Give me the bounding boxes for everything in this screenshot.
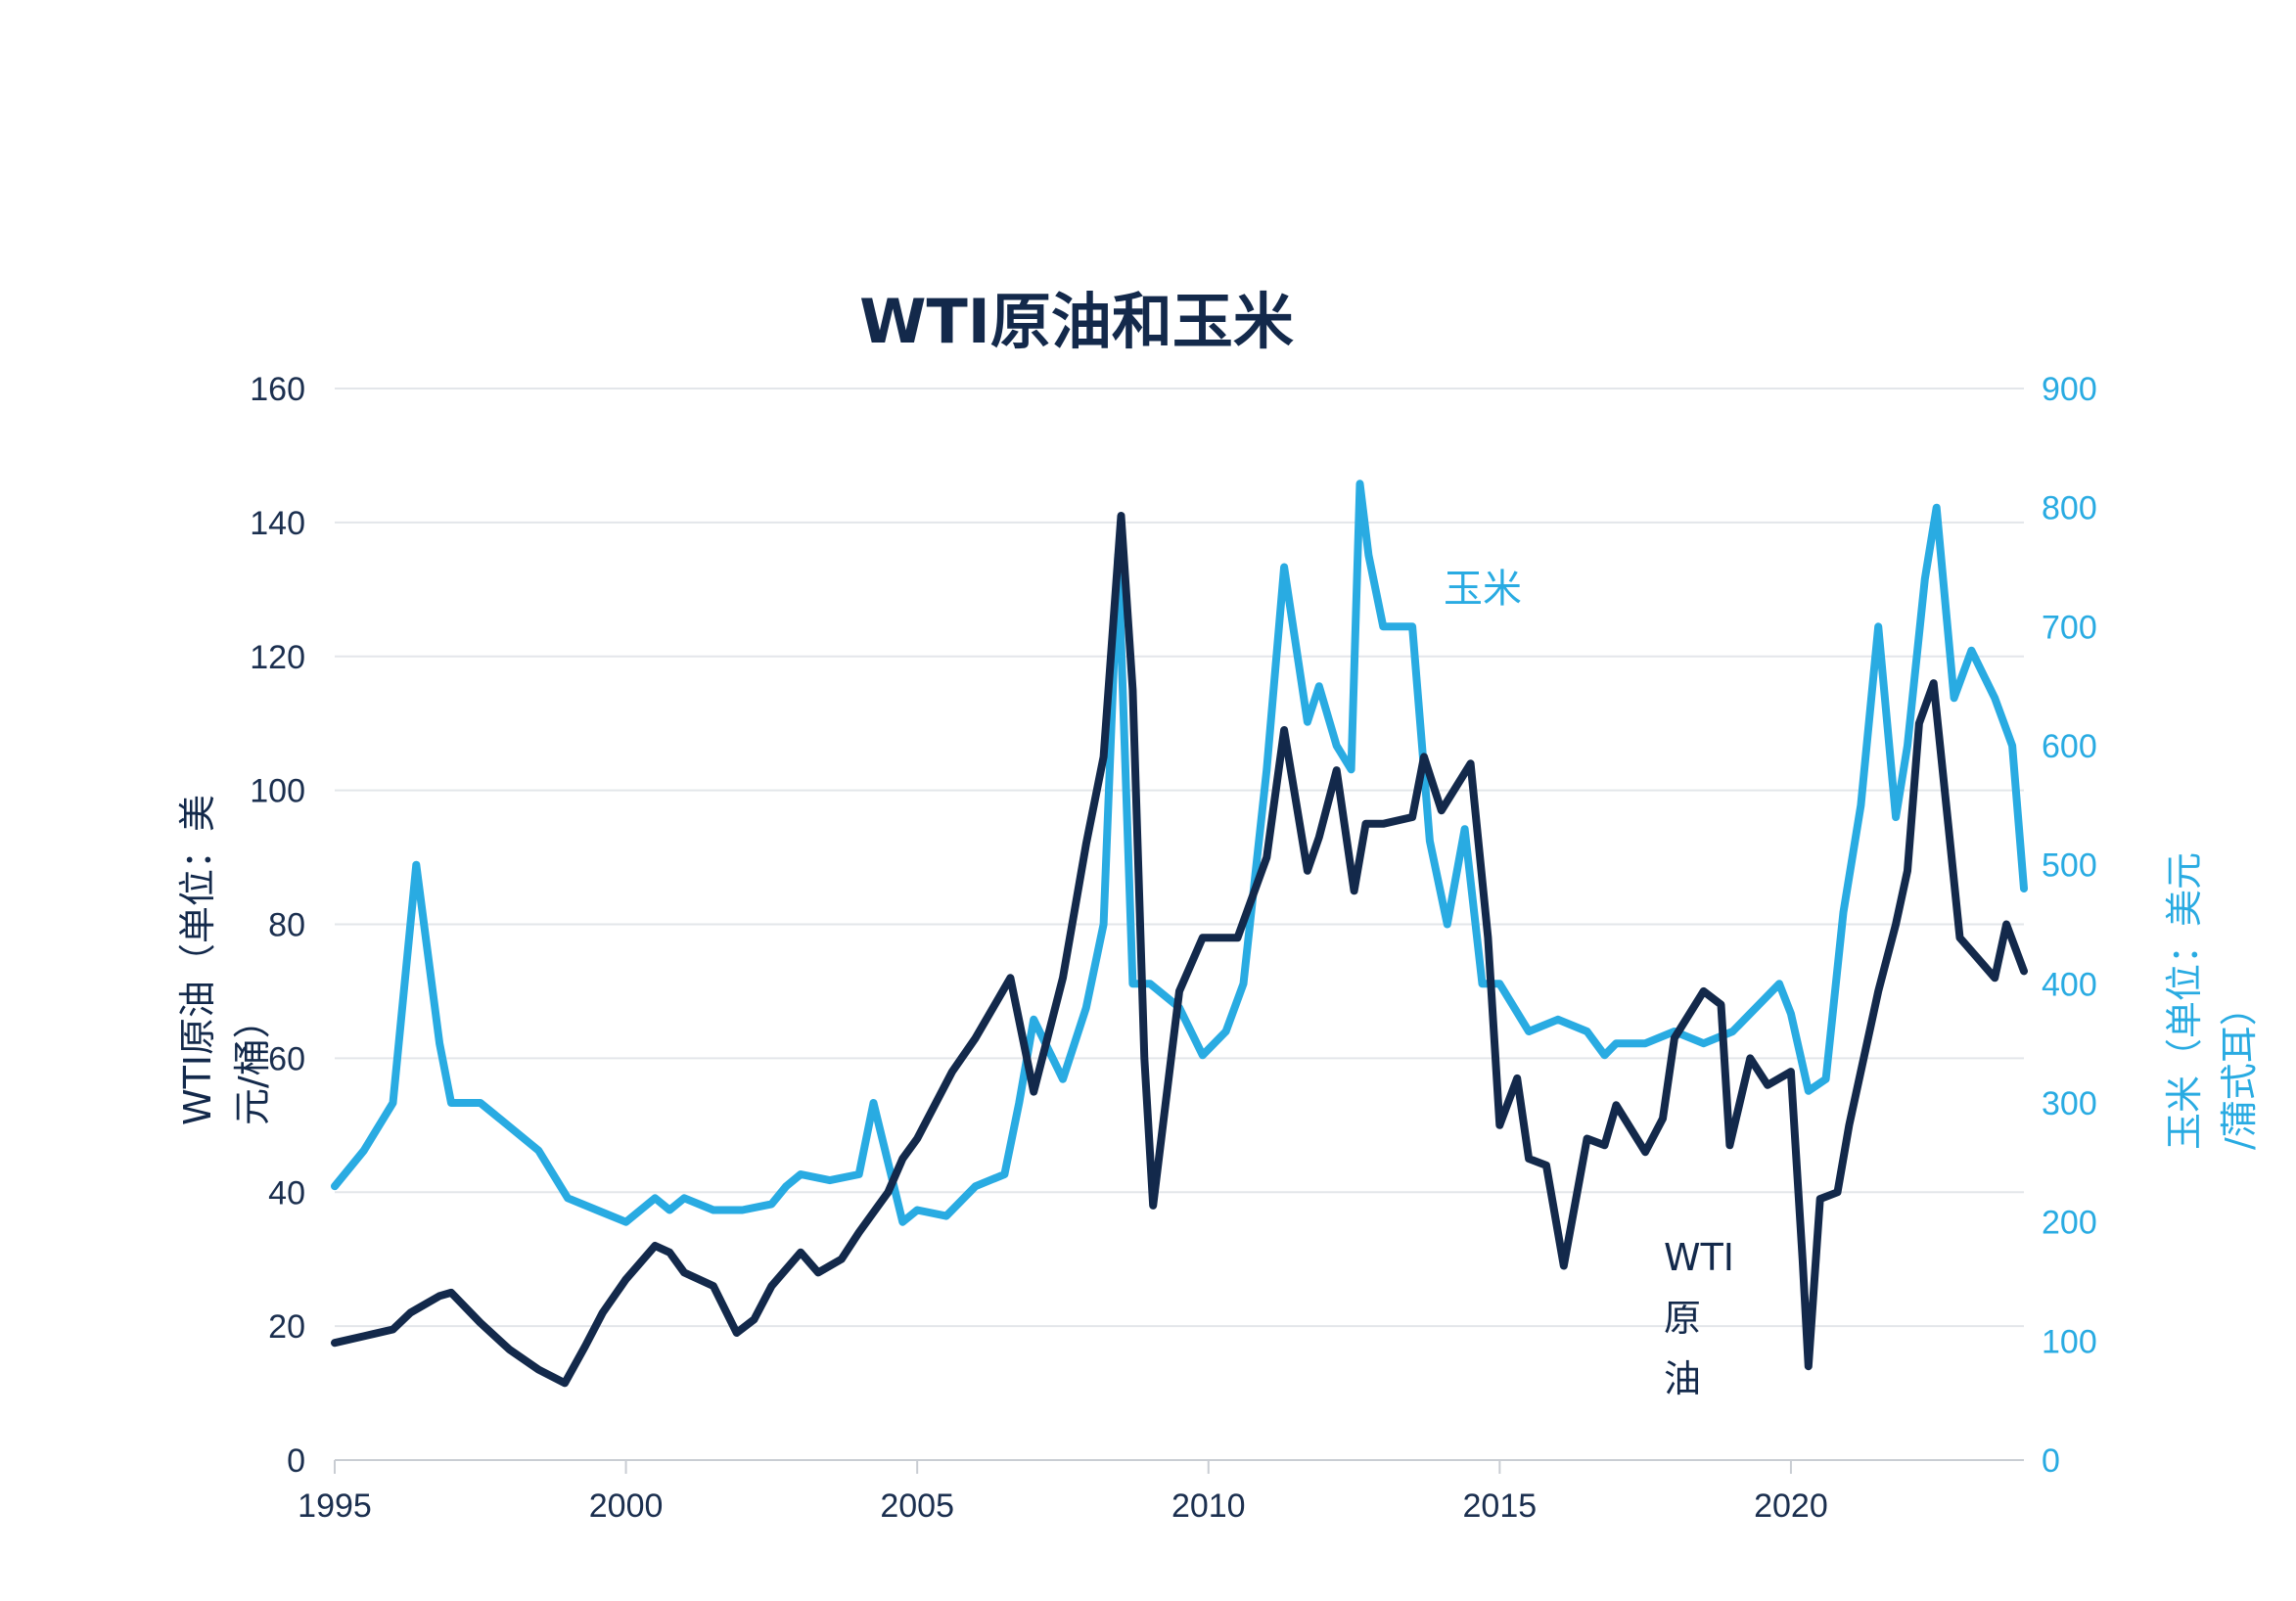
right-axis-label: 玉米（单位：美元 /蒲式耳） [2163, 841, 2261, 1150]
left-tick-label: 140 [250, 505, 305, 542]
left-tick-label: 80 [268, 907, 305, 944]
right-tick-label: 600 [2042, 728, 2097, 765]
right-tick-label: 200 [2042, 1205, 2097, 1242]
x-axis-ticks: 1995 2000 2005 2010 2015 2020 [298, 1460, 1828, 1525]
left-tick-label: 60 [268, 1040, 305, 1077]
right-tick-label: 800 [2042, 490, 2097, 527]
series-line-wti [331, 512, 2028, 1388]
left-y-axis-ticks: 0 20 40 60 80 100 120 140 160 [250, 371, 305, 1480]
right-tick-label: 500 [2042, 847, 2097, 885]
right-y-axis-ticks: 0 100 200 300 400 500 600 700 800 900 [2042, 371, 2097, 1480]
left-axis-label: WTI原油（单位：美 元/桶） [176, 783, 274, 1125]
left-tick-label: 100 [250, 773, 305, 810]
x-tick-label: 2010 [1171, 1487, 1246, 1525]
left-tick-label: 20 [268, 1308, 305, 1346]
series-line-corn [331, 480, 2028, 1226]
chart-title: WTI原油和玉米 [859, 286, 1294, 357]
x-tick-label: 2020 [1754, 1487, 1828, 1525]
left-tick-label: 0 [287, 1442, 305, 1480]
left-tick-label: 120 [250, 639, 305, 676]
right-tick-label: 0 [2042, 1442, 2060, 1480]
right-tick-label: 900 [2042, 371, 2097, 408]
x-tick-label: 2005 [880, 1487, 954, 1525]
x-tick-label: 2015 [1463, 1487, 1538, 1525]
x-tick-label: 2000 [589, 1487, 664, 1525]
right-tick-label: 100 [2042, 1323, 2097, 1360]
grid-lines [335, 388, 2024, 1328]
right-tick-label: 400 [2042, 966, 2097, 1003]
x-tick-label: 1995 [298, 1487, 372, 1525]
annotation-corn: 玉米 [1444, 567, 1522, 612]
right-tick-label: 700 [2042, 609, 2097, 646]
left-tick-label: 40 [268, 1174, 305, 1212]
right-tick-label: 300 [2042, 1085, 2097, 1122]
annotation-wti: WTI 原 油 [1664, 1236, 1746, 1400]
left-tick-label: 160 [250, 371, 305, 408]
